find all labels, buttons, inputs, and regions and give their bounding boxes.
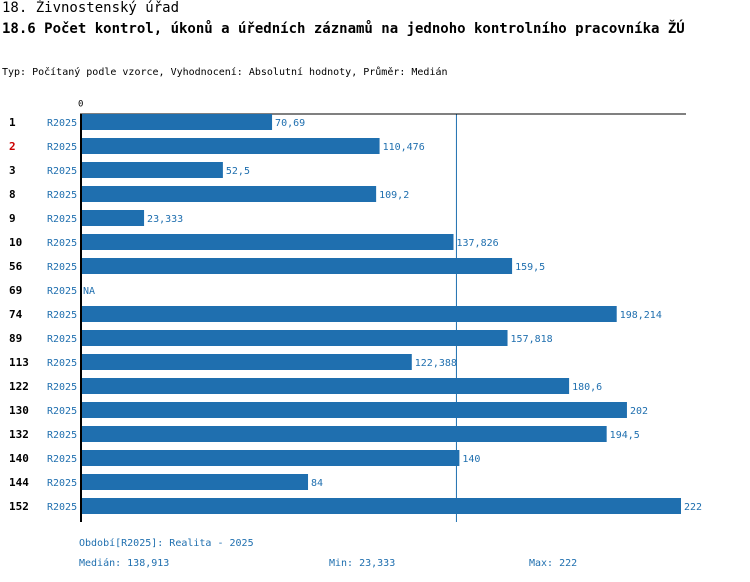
chart-description: Typ: Počítaný podle vzorce, Vyhodnocení:…	[2, 67, 448, 78]
series-label: R2025	[47, 166, 77, 177]
row-id-label: 1	[9, 116, 16, 129]
series-label: R2025	[47, 502, 77, 513]
series-label: R2025	[47, 334, 77, 345]
value-label: 110,476	[383, 142, 425, 153]
series-label: R2025	[47, 142, 77, 153]
row-id-label: 9	[9, 212, 16, 225]
bar	[81, 330, 508, 346]
bar	[81, 258, 513, 274]
bar	[81, 402, 627, 418]
bar	[81, 234, 454, 250]
row-id-label: 113	[9, 356, 29, 369]
bar	[81, 162, 223, 178]
value-label: 23,333	[147, 214, 183, 225]
value-label: 140	[462, 454, 480, 465]
bar	[81, 450, 460, 466]
value-label: 202	[630, 406, 648, 417]
row-id-label: 122	[9, 380, 29, 393]
bar	[81, 210, 145, 226]
bar	[81, 426, 607, 442]
series-label: R2025	[47, 190, 77, 201]
row-id-label: 56	[9, 260, 23, 273]
series-label: R2025	[47, 382, 77, 393]
footer-min: Min: 23,333	[329, 558, 396, 569]
value-label: 109,2	[379, 190, 409, 201]
bar	[81, 138, 380, 154]
value-label: 70,69	[275, 118, 305, 129]
axis-zero-label: 0	[78, 100, 83, 110]
row-id-label: 69	[9, 284, 22, 297]
value-label: 180,6	[572, 382, 602, 393]
value-label: NA	[83, 286, 95, 297]
row-id-label: 144	[9, 476, 29, 489]
row-id-label: 3	[9, 164, 16, 177]
series-label: R2025	[47, 118, 77, 129]
series-label: R2025	[47, 478, 77, 489]
row-id-label: 152	[9, 500, 29, 513]
series-label: R2025	[47, 358, 77, 369]
value-label: 84	[311, 478, 323, 489]
chart-title: 18.6 Počet kontrol, úkonů a úředních záz…	[2, 21, 685, 37]
row-id-label: 8	[9, 188, 16, 201]
value-label: 157,818	[511, 334, 553, 345]
row-id-label: 10	[9, 236, 22, 249]
row-id-label: 2	[9, 140, 16, 153]
series-label: R2025	[47, 238, 77, 249]
row-id-label: 130	[9, 404, 29, 417]
bar	[81, 186, 377, 202]
value-label: 137,826	[457, 238, 499, 249]
series-label: R2025	[47, 406, 77, 417]
footer-median: Medián: 138,913	[79, 558, 170, 569]
bar	[81, 114, 273, 130]
series-label: R2025	[47, 454, 77, 465]
bar	[81, 474, 309, 490]
bar	[81, 498, 681, 514]
value-label: 122,388	[415, 358, 457, 369]
series-label: R2025	[47, 214, 77, 225]
row-id-label: 89	[9, 332, 22, 345]
bar	[81, 306, 617, 322]
value-label: 159,5	[515, 262, 545, 273]
series-label: R2025	[47, 286, 77, 297]
value-label: 194,5	[610, 430, 640, 441]
value-label: 52,5	[226, 166, 250, 177]
bar	[81, 378, 570, 394]
value-label: 198,214	[620, 310, 662, 321]
series-label: R2025	[47, 310, 77, 321]
series-label: R2025	[47, 262, 77, 273]
row-id-label: 140	[9, 452, 29, 465]
series-label: R2025	[47, 430, 77, 441]
row-id-label: 132	[9, 428, 29, 441]
value-label: 222	[684, 502, 702, 513]
footer-max: Max: 222	[529, 558, 578, 569]
row-id-label: 74	[9, 308, 23, 321]
bar	[81, 354, 412, 370]
footer-period: Období[R2025]: Realita - 2025	[79, 538, 254, 549]
chart-section-title: 18. Živnostenský úřad	[2, 0, 180, 16]
